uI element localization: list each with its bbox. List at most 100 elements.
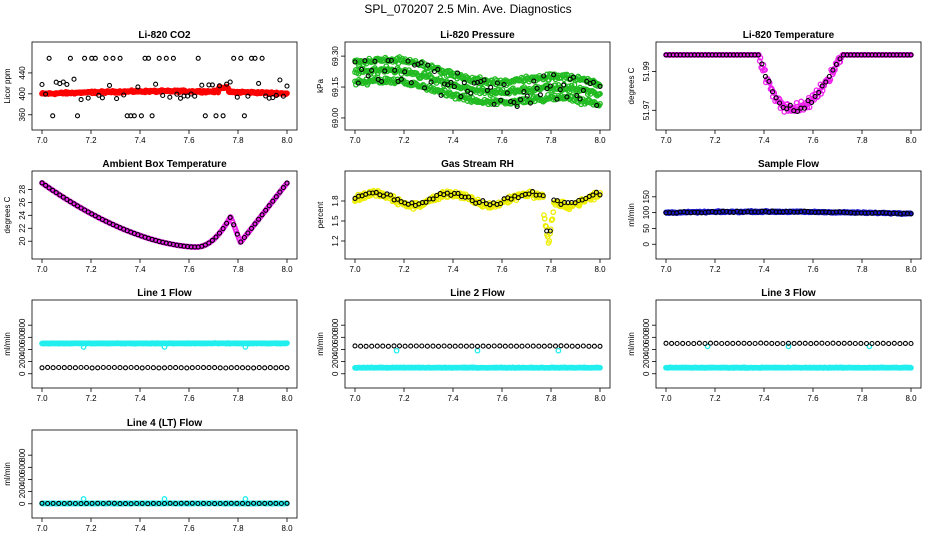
data-point <box>284 180 290 186</box>
data-point <box>122 501 129 507</box>
data-point <box>812 93 818 99</box>
data-point <box>833 61 839 67</box>
data-point <box>755 52 761 58</box>
plot-frame <box>31 429 298 519</box>
data-point <box>61 500 67 507</box>
points <box>39 55 290 119</box>
data-point <box>547 228 553 234</box>
data-point <box>369 67 375 73</box>
y-tick-label: 600 <box>642 330 651 344</box>
y-tick-label: 600 <box>331 330 340 344</box>
data-point <box>409 200 415 206</box>
data-point <box>763 340 769 346</box>
x-tick-label: 8.0 <box>905 265 917 274</box>
x-tick-label: 7.4 <box>134 394 146 403</box>
data-point <box>511 99 517 105</box>
y-tick-label: 0 <box>18 501 27 506</box>
data-point <box>178 500 184 506</box>
data-point <box>352 195 358 201</box>
y-tick-label: 0 <box>642 241 651 246</box>
y-tick-label: 800 <box>18 318 27 332</box>
data-point <box>256 216 262 222</box>
points <box>352 187 603 246</box>
y-tick-label: 600 <box>18 330 27 344</box>
data-point <box>425 62 431 68</box>
data-point <box>78 501 84 507</box>
data-point <box>435 343 442 349</box>
x-tick-label: 7.0 <box>349 136 361 145</box>
data-point <box>231 55 237 61</box>
data-point <box>547 343 553 349</box>
data-point <box>421 85 428 91</box>
data-point <box>387 192 394 198</box>
data-point <box>823 79 829 85</box>
chart-l4: Line 4 (LT) Flow ml/min 7.0 7.2 7.4 7.6 7.8 8.0… <box>3 418 298 533</box>
data-point <box>252 221 258 227</box>
y-tick-label: 200 <box>18 354 27 368</box>
chart-l1: Line 1 Flow ml/min 7.0 7.2 7.4 7.6 7.8 8.0 0 2004… <box>3 288 298 403</box>
data-point <box>480 343 486 349</box>
data-point <box>185 93 191 99</box>
data-point <box>696 340 702 346</box>
y-tick-label: 51.97 <box>642 100 651 121</box>
data-point <box>89 365 95 371</box>
data-point <box>234 365 240 371</box>
data-point <box>378 78 385 84</box>
data-point <box>110 55 116 61</box>
x-tick-label: 8.0 <box>594 136 606 145</box>
data-point <box>832 66 838 73</box>
data-point <box>837 56 843 62</box>
data-point <box>223 500 229 506</box>
data-point <box>504 90 510 96</box>
chart-l3: Line 3 Flow ml/min 7.0 7.2 7.4 7.6 7.8 8.0 0 2004… <box>627 288 922 403</box>
data-point <box>139 500 145 506</box>
data-point <box>735 340 741 346</box>
data-point <box>245 365 251 371</box>
data-point <box>273 365 279 371</box>
x-tick-label: 7.6 <box>807 136 819 145</box>
data-point <box>826 73 832 80</box>
data-point <box>234 231 240 237</box>
chart-sflow: Sample Flow ml/min 7.0 7.2 7.4 7.6 7.8 8.0 0 50 10… <box>627 159 922 274</box>
data-point <box>564 343 570 349</box>
data-point <box>769 89 776 95</box>
points <box>352 54 603 110</box>
data-point <box>555 347 562 354</box>
x-tick-label: 7.0 <box>660 265 672 274</box>
data-point <box>774 341 780 347</box>
data-point <box>513 343 520 349</box>
data-point <box>217 500 223 507</box>
data-point <box>161 500 168 507</box>
data-point <box>491 343 497 349</box>
data-point <box>572 200 578 206</box>
data-point <box>816 90 822 96</box>
data-point <box>525 343 531 349</box>
data-point <box>530 343 536 349</box>
plot-frame <box>31 299 298 389</box>
data-point <box>875 340 881 346</box>
data-point <box>150 500 156 506</box>
data-point <box>278 500 284 507</box>
data-point <box>217 365 223 371</box>
data-point <box>380 343 386 349</box>
data-point <box>569 343 575 349</box>
data-point <box>39 500 45 506</box>
data-point <box>557 87 563 93</box>
data-point <box>719 340 725 347</box>
points <box>39 340 290 371</box>
x-tick-label: 8.0 <box>594 265 606 274</box>
data-point <box>231 222 237 228</box>
data-point <box>663 340 669 346</box>
x-tick-label: 7.6 <box>807 394 819 403</box>
data-point <box>95 365 101 371</box>
data-point <box>251 365 257 371</box>
data-point <box>43 91 49 97</box>
data-point <box>402 343 408 349</box>
data-point <box>762 73 768 79</box>
data-point <box>145 55 152 61</box>
data-point <box>423 199 429 205</box>
data-point <box>561 82 567 88</box>
data-point <box>785 340 792 346</box>
data-point <box>395 196 401 202</box>
